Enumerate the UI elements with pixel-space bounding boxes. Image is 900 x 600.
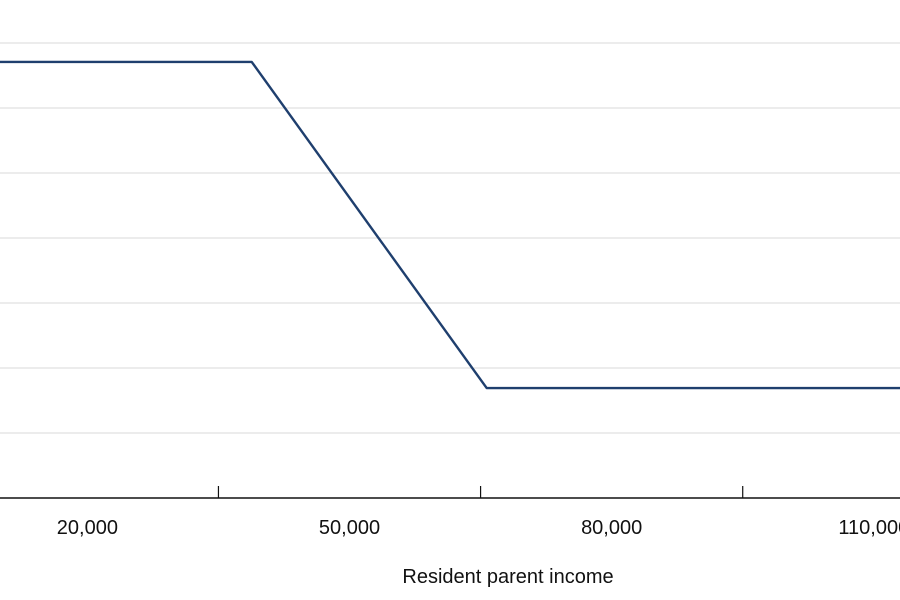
x-axis xyxy=(0,486,900,499)
x-axis-title: Resident parent income xyxy=(402,566,613,588)
series-line-1 xyxy=(0,60,900,390)
x-tick-label-3: 50,000 xyxy=(319,517,380,539)
x-tick-label-5: 80,000 xyxy=(581,517,642,539)
gridlines xyxy=(0,42,900,434)
x-tick-labels: 20,000 50,000 80,000 110,000 xyxy=(57,517,900,539)
x-tick-label-1: 20,000 xyxy=(57,517,118,539)
x-tick-label-7: 110,000 xyxy=(838,517,900,539)
series-area xyxy=(0,60,900,390)
